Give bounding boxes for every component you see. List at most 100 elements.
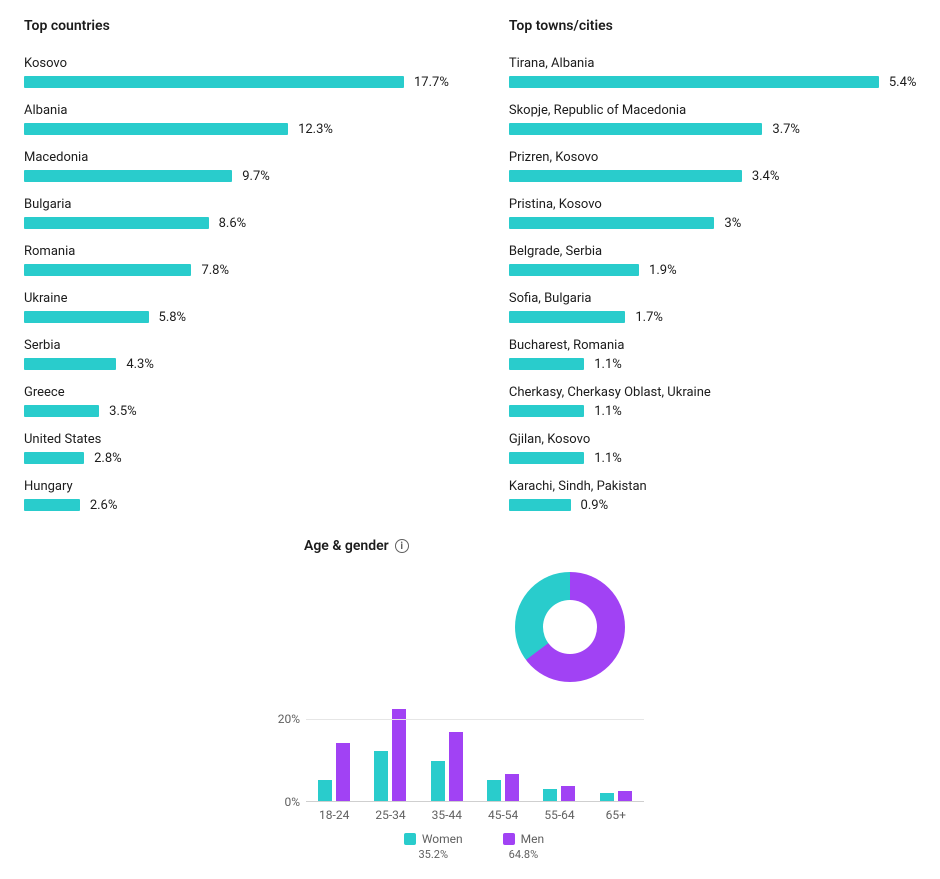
- bar-value: 3.5%: [109, 404, 137, 419]
- bar-value: 3.7%: [772, 122, 800, 137]
- bar-label: Macedonia: [24, 150, 449, 165]
- age-group: [362, 702, 418, 801]
- bar-label: Ukraine: [24, 291, 449, 306]
- age-bar-women: [600, 793, 614, 801]
- bar-value: 7.8%: [201, 263, 229, 278]
- bar-track: 3.5%: [24, 404, 449, 418]
- bar-track: 8.6%: [24, 216, 449, 230]
- swatch-women: [404, 833, 416, 845]
- swatch-men: [503, 833, 515, 845]
- bar-label: Kosovo: [24, 56, 449, 71]
- bar-track: 4.3%: [24, 357, 449, 371]
- bar-track: 7.8%: [24, 263, 449, 277]
- bar-label: Greece: [24, 385, 449, 400]
- bar-track: 1.1%: [509, 404, 917, 418]
- age-group: [588, 702, 644, 801]
- age-group: [531, 702, 587, 801]
- legend-men-pct: 64.8%: [509, 848, 539, 861]
- legend-women-pct: 35.2%: [419, 848, 449, 861]
- bar-track: 3.7%: [509, 122, 917, 136]
- top-cities-title: Top towns/cities: [509, 18, 917, 34]
- age-bar-men: [561, 786, 575, 801]
- age-xlabel: 65+: [588, 802, 644, 822]
- bar-row: Serbia 4.3%: [24, 338, 449, 371]
- bar-track: 2.6%: [24, 498, 449, 512]
- bar-track: 1.1%: [509, 357, 917, 371]
- bar-label: Gjilan, Kosovo: [509, 432, 917, 447]
- bar-fill: [24, 405, 99, 417]
- age-bar-women: [431, 761, 445, 801]
- bar-track: 12.3%: [24, 122, 449, 136]
- bar-value: 1.1%: [594, 451, 622, 466]
- bar-fill: [509, 170, 742, 182]
- bar-row: Albania 12.3%: [24, 103, 449, 136]
- bar-label: Albania: [24, 103, 449, 118]
- bar-row: Macedonia9.7%: [24, 150, 449, 183]
- bar-fill: [509, 76, 879, 88]
- age-xlabel: 55-64: [531, 802, 587, 822]
- bar-row: Tirana, Albania5.4%: [509, 56, 917, 89]
- bar-fill: [24, 170, 232, 182]
- bar-value: 1.9%: [649, 263, 677, 278]
- age-bar-women: [318, 780, 332, 801]
- bar-fill: [509, 123, 763, 135]
- top-countries-title: Top countries: [24, 18, 449, 34]
- bar-label: Serbia: [24, 338, 449, 353]
- gender-donut-wrap: [224, 572, 916, 682]
- gender-donut: [515, 572, 625, 682]
- bar-value: 1.7%: [635, 310, 663, 325]
- bar-row: Cherkasy, Cherkasy Oblast, Ukraine1.1%: [509, 385, 917, 418]
- age-xlabel: 25-34: [362, 802, 418, 822]
- bar-track: 2.8%: [24, 451, 449, 465]
- age-xlabel: 18-24: [306, 802, 362, 822]
- bar-value: 8.6%: [219, 216, 247, 231]
- bar-row: Bucharest, Romania1.1%: [509, 338, 917, 371]
- bar-track: 5.4%: [509, 75, 917, 89]
- age-xaxis: 18-2425-3435-4445-5455-6465+: [306, 802, 644, 822]
- age-ytick-label: 20%: [264, 712, 300, 726]
- bar-value: 1.1%: [594, 357, 622, 372]
- age-bar-men: [336, 743, 350, 801]
- age-bar-chart: 0%20% 18-2425-3435-4445-5455-6465+ Women…: [264, 702, 644, 861]
- bar-fill: [24, 123, 288, 135]
- age-xlabel: 35-44: [419, 802, 475, 822]
- info-icon[interactable]: i: [395, 539, 409, 553]
- bar-track: 3.4%: [509, 169, 917, 183]
- bar-value: 2.6%: [90, 498, 118, 513]
- bar-value: 3.4%: [752, 169, 780, 184]
- bar-value: 3%: [724, 216, 741, 231]
- bar-fill: [24, 452, 84, 464]
- bar-row: Karachi, Sindh, Pakistan 0.9%: [509, 479, 917, 512]
- bar-row: United States 2.8%: [24, 432, 449, 465]
- age-bar-women: [374, 751, 388, 801]
- bar-fill: [24, 76, 404, 88]
- age-bar-women: [487, 780, 501, 801]
- age-bar-men: [505, 774, 519, 801]
- age-legend: Women 35.2% Men 64.8%: [304, 832, 644, 861]
- bar-fill: [509, 405, 584, 417]
- age-plot-area: 0%20%: [306, 702, 644, 802]
- bar-track: 1.7%: [509, 310, 917, 324]
- bar-fill: [509, 217, 715, 229]
- bar-fill: [24, 217, 209, 229]
- legend-men-label: Men: [521, 832, 544, 846]
- bar-label: Prizren, Kosovo: [509, 150, 917, 165]
- bar-track: 0.9%: [509, 498, 917, 512]
- bar-fill: [509, 452, 584, 464]
- bar-track: 17.7%: [24, 75, 449, 89]
- bar-row: Greece 3.5%: [24, 385, 449, 418]
- bar-label: Karachi, Sindh, Pakistan: [509, 479, 917, 494]
- bar-track: 5.8%: [24, 310, 449, 324]
- top-section: Top countries Kosovo 17.7% Albania 12.3% Mac…: [24, 18, 916, 526]
- bar-row: Prizren, Kosovo 3.4%: [509, 150, 917, 183]
- age-ytick-label: 0%: [264, 795, 300, 809]
- bar-track: 1.9%: [509, 263, 917, 277]
- bar-row: Kosovo 17.7%: [24, 56, 449, 89]
- age-group: [419, 702, 475, 801]
- age-gender-title-text: Age & gender: [304, 538, 389, 554]
- top-countries-list: Kosovo17.7%Albania12.3%Macedonia9.7%Bulg…: [24, 56, 449, 512]
- bar-row: Hungary2.6%: [24, 479, 449, 512]
- bar-label: Belgrade, Serbia: [509, 244, 917, 259]
- bar-label: United States: [24, 432, 449, 447]
- bar-row: Skopje, Republic of Macedonia3.7%: [509, 103, 917, 136]
